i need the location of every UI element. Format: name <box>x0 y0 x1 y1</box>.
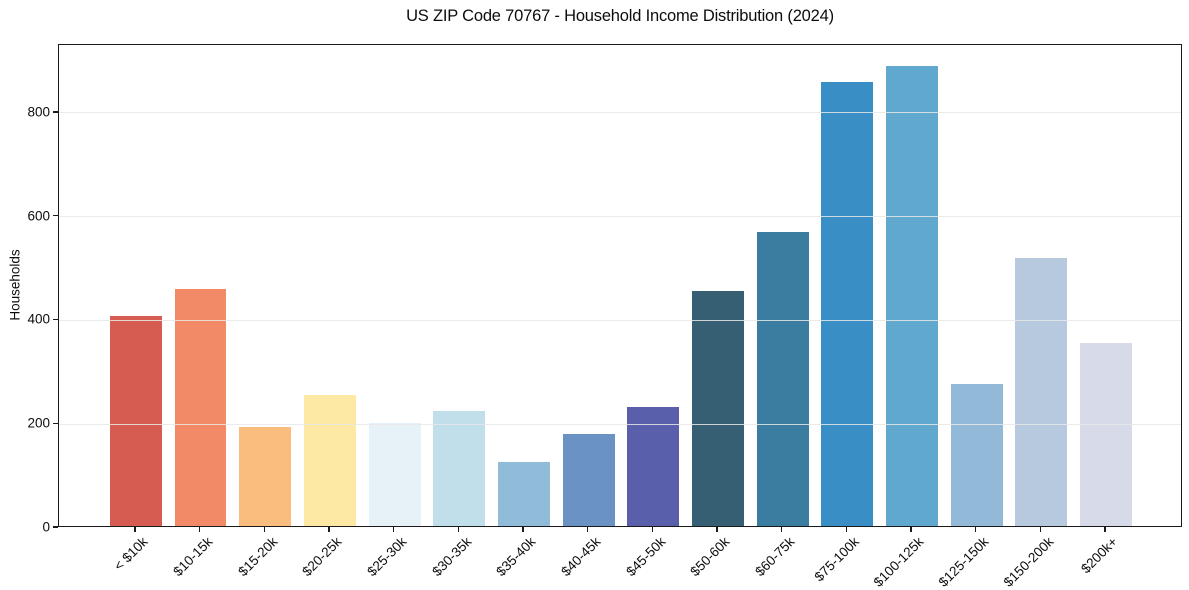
x-tick-mark <box>781 527 783 532</box>
bar <box>368 423 421 526</box>
x-tick-label: $15-20k <box>234 534 280 580</box>
y-tick-mark <box>53 318 58 321</box>
bar <box>886 66 938 526</box>
x-tick-mark <box>716 527 718 532</box>
bar <box>304 394 356 526</box>
bar <box>756 232 809 526</box>
bar <box>1015 258 1068 526</box>
x-tick-mark <box>910 527 912 532</box>
x-tick-mark <box>328 527 330 532</box>
x-tick-mark <box>134 527 136 532</box>
gridline <box>59 319 1181 321</box>
y-tick-mark <box>53 422 58 424</box>
y-tick-mark <box>53 526 58 528</box>
bar <box>498 461 550 526</box>
x-tick-mark <box>1104 527 1106 532</box>
bar <box>821 82 874 526</box>
bar <box>692 291 744 526</box>
y-tick-label: 600 <box>27 208 50 224</box>
x-tick-label: $50-60k <box>687 534 733 580</box>
x-tick-label: $20-25k <box>299 534 345 580</box>
bar <box>433 411 486 526</box>
x-tick-mark <box>457 527 459 532</box>
x-tick-mark <box>522 527 524 532</box>
y-tick-mark <box>53 111 58 113</box>
bar <box>1080 343 1132 526</box>
x-tick-label: $45-50k <box>622 534 668 580</box>
y-tick-label: 0 <box>42 519 50 535</box>
bar <box>627 406 680 526</box>
gridline <box>59 216 1181 218</box>
gridline <box>59 112 1181 114</box>
chart-title: US ZIP Code 70767 - Household Income Dis… <box>406 7 834 25</box>
x-tick-label: $35-40k <box>493 534 539 580</box>
x-tick-label: $75-100k <box>811 534 862 585</box>
x-tick-label: $100-125k <box>870 534 927 590</box>
x-tick-label: $40-45k <box>558 534 604 580</box>
x-tick-mark <box>263 527 265 532</box>
y-tick-label: 400 <box>27 311 50 327</box>
x-tick-mark <box>975 527 977 532</box>
gridline <box>59 423 1181 425</box>
plot-area <box>58 44 1182 527</box>
y-tick-label: 800 <box>27 104 50 120</box>
x-tick-label: $125-150k <box>935 534 992 590</box>
x-tick-mark <box>1039 527 1041 532</box>
x-tick-label: $60-75k <box>752 534 798 580</box>
x-tick-mark <box>587 527 589 532</box>
bar <box>110 316 162 526</box>
bar <box>239 427 292 526</box>
x-tick-mark <box>845 527 847 532</box>
x-tick-label: $25-30k <box>364 534 410 580</box>
y-axis-label: Households <box>7 249 23 321</box>
x-tick-label: $30-35k <box>428 534 474 580</box>
y-tick-mark <box>53 215 58 217</box>
x-tick-label: $150-200k <box>1000 534 1056 590</box>
x-tick-mark <box>393 527 395 532</box>
x-tick-label: $200k+ <box>1078 534 1121 577</box>
bar <box>950 384 1003 526</box>
x-tick-mark <box>651 527 653 532</box>
bar <box>174 288 227 526</box>
x-tick-mark <box>199 527 201 532</box>
bar <box>562 433 615 526</box>
x-tick-label: $10-15k <box>170 534 216 580</box>
x-tick-label: < $10k <box>111 534 151 574</box>
y-tick-label: 200 <box>27 415 50 431</box>
